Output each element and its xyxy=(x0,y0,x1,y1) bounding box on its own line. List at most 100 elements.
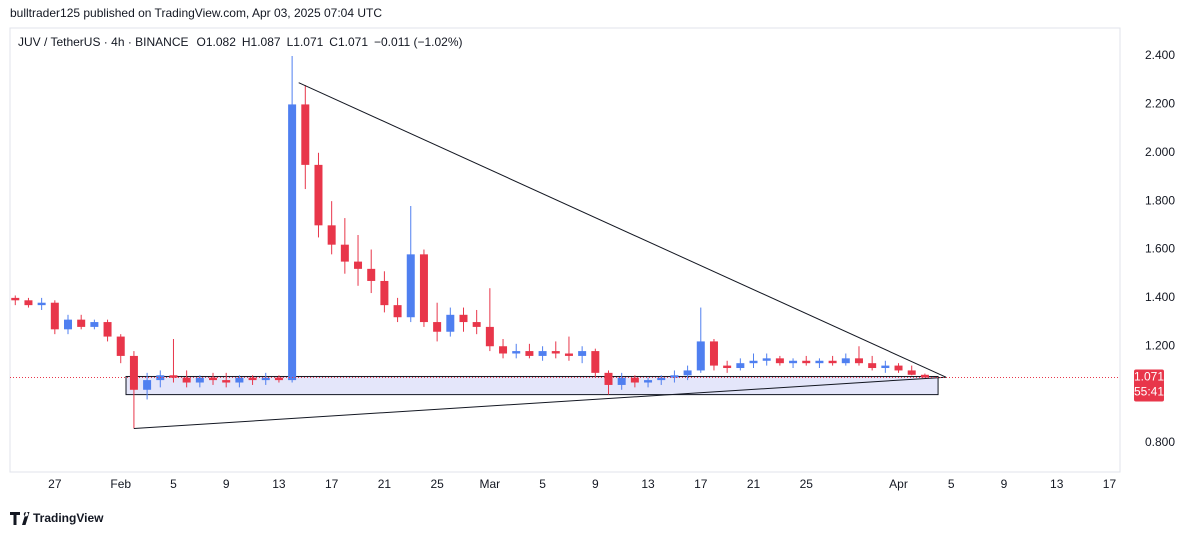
ohlc-key: H xyxy=(242,35,251,49)
candle-body xyxy=(578,351,587,356)
candle-body xyxy=(683,370,692,376)
legend: JUV / TetherUS · 4h · BINANCE xyxy=(18,35,189,49)
last-price: 1.071 xyxy=(1134,370,1164,384)
candle-body xyxy=(630,377,639,383)
candle-body xyxy=(749,360,758,364)
candle-body xyxy=(591,351,600,373)
symbol: JUV / TetherUS · 4h · BINANCE xyxy=(18,35,189,49)
candle-body xyxy=(696,341,705,371)
countdown: 55:41 xyxy=(1134,385,1164,399)
candle-body xyxy=(90,322,99,327)
candle-body xyxy=(828,360,837,364)
candle-body xyxy=(723,365,732,369)
x-tick-label: 17 xyxy=(325,477,339,491)
logo xyxy=(10,512,30,525)
candle-body xyxy=(841,358,850,364)
candle-body xyxy=(525,351,534,356)
candle-body xyxy=(288,104,297,381)
candle-body xyxy=(314,164,323,226)
x-tick-label: Feb xyxy=(110,477,131,491)
candle-body xyxy=(815,360,824,364)
x-tick-label: Mar xyxy=(480,477,501,491)
candle-body xyxy=(920,374,929,378)
trendline xyxy=(298,82,947,378)
candle-body xyxy=(129,355,138,390)
x-tick-label: 9 xyxy=(1001,477,1008,491)
candle-body xyxy=(736,363,745,369)
candle-body xyxy=(103,322,112,337)
x-tick-label: 27 xyxy=(48,477,62,491)
candle-body xyxy=(50,302,59,330)
candle-body xyxy=(762,358,771,361)
candle-body xyxy=(446,314,455,332)
y-tick-label: 1.200 xyxy=(1145,338,1175,352)
brand: TradingView xyxy=(10,511,104,525)
candle-body xyxy=(116,336,125,356)
x-tick-label: 9 xyxy=(223,477,230,491)
x-tick-label: Apr xyxy=(889,477,908,491)
candle-body xyxy=(512,351,521,354)
candle-body xyxy=(802,360,811,364)
x-tick-label: 9 xyxy=(592,477,599,491)
candle-body xyxy=(64,319,73,330)
candle-body xyxy=(235,377,244,383)
candle-body xyxy=(380,280,389,306)
candle-body xyxy=(907,370,916,375)
candle-body xyxy=(604,372,613,385)
candle-body xyxy=(209,377,218,381)
candle-body xyxy=(538,351,547,356)
candle-body xyxy=(551,351,560,354)
candle-body xyxy=(894,365,903,371)
candle-body xyxy=(24,300,33,306)
candle-body xyxy=(789,360,798,364)
candle-body xyxy=(274,377,283,381)
candle-body xyxy=(564,353,573,356)
candle-body xyxy=(182,377,191,383)
candle-body xyxy=(617,377,626,385)
candle-body xyxy=(709,341,718,366)
ohlc-value: 1.071 xyxy=(293,35,323,49)
x-tick-label: 13 xyxy=(1050,477,1064,491)
ohlc-value: 1.071 xyxy=(338,35,368,49)
candle-body xyxy=(222,380,231,383)
x-tick-label: 21 xyxy=(747,477,761,491)
candle-body xyxy=(868,363,877,369)
trendline xyxy=(133,376,947,429)
x-tick-label: 13 xyxy=(272,477,286,491)
candle-body xyxy=(354,261,363,269)
candle-body xyxy=(367,268,376,281)
ohlc-value: 1.082 xyxy=(206,35,236,49)
candle-body xyxy=(670,375,679,378)
x-tick-label: 25 xyxy=(430,477,444,491)
candle-body xyxy=(406,254,415,318)
x-tick-label: 17 xyxy=(694,477,708,491)
candle-body xyxy=(433,322,442,332)
ohlc-value: 1.087 xyxy=(251,35,281,49)
candle-body xyxy=(499,346,508,354)
publisher: bulltrader125 published on TradingView.c… xyxy=(10,6,382,20)
ohlc-key: L xyxy=(287,35,294,49)
x-tick-label: 13 xyxy=(641,477,655,491)
candle-body xyxy=(854,358,863,364)
change: −0.011 (−1.02%) xyxy=(374,35,463,49)
candle-body xyxy=(143,380,152,390)
candle-body xyxy=(261,377,270,381)
y-tick-label: 2.400 xyxy=(1145,48,1175,62)
candle-body xyxy=(195,377,204,383)
candle-body xyxy=(77,319,86,327)
candle-body xyxy=(472,322,481,327)
x-tick-label: 5 xyxy=(170,477,177,491)
candle-body xyxy=(37,302,46,306)
y-tick-label: 0.800 xyxy=(1145,435,1175,449)
candle-body xyxy=(459,314,468,323)
ohlc-key: C xyxy=(329,35,338,49)
x-tick-label: 25 xyxy=(800,477,814,491)
y-tick-label: 2.200 xyxy=(1145,97,1175,111)
x-tick-label: 21 xyxy=(378,477,392,491)
brand-name: TradingView xyxy=(33,511,104,525)
y-tick-label: 2.000 xyxy=(1145,145,1175,159)
plot-frame xyxy=(9,27,1121,473)
x-tick-label: 5 xyxy=(948,477,955,491)
candle-body xyxy=(301,104,310,165)
